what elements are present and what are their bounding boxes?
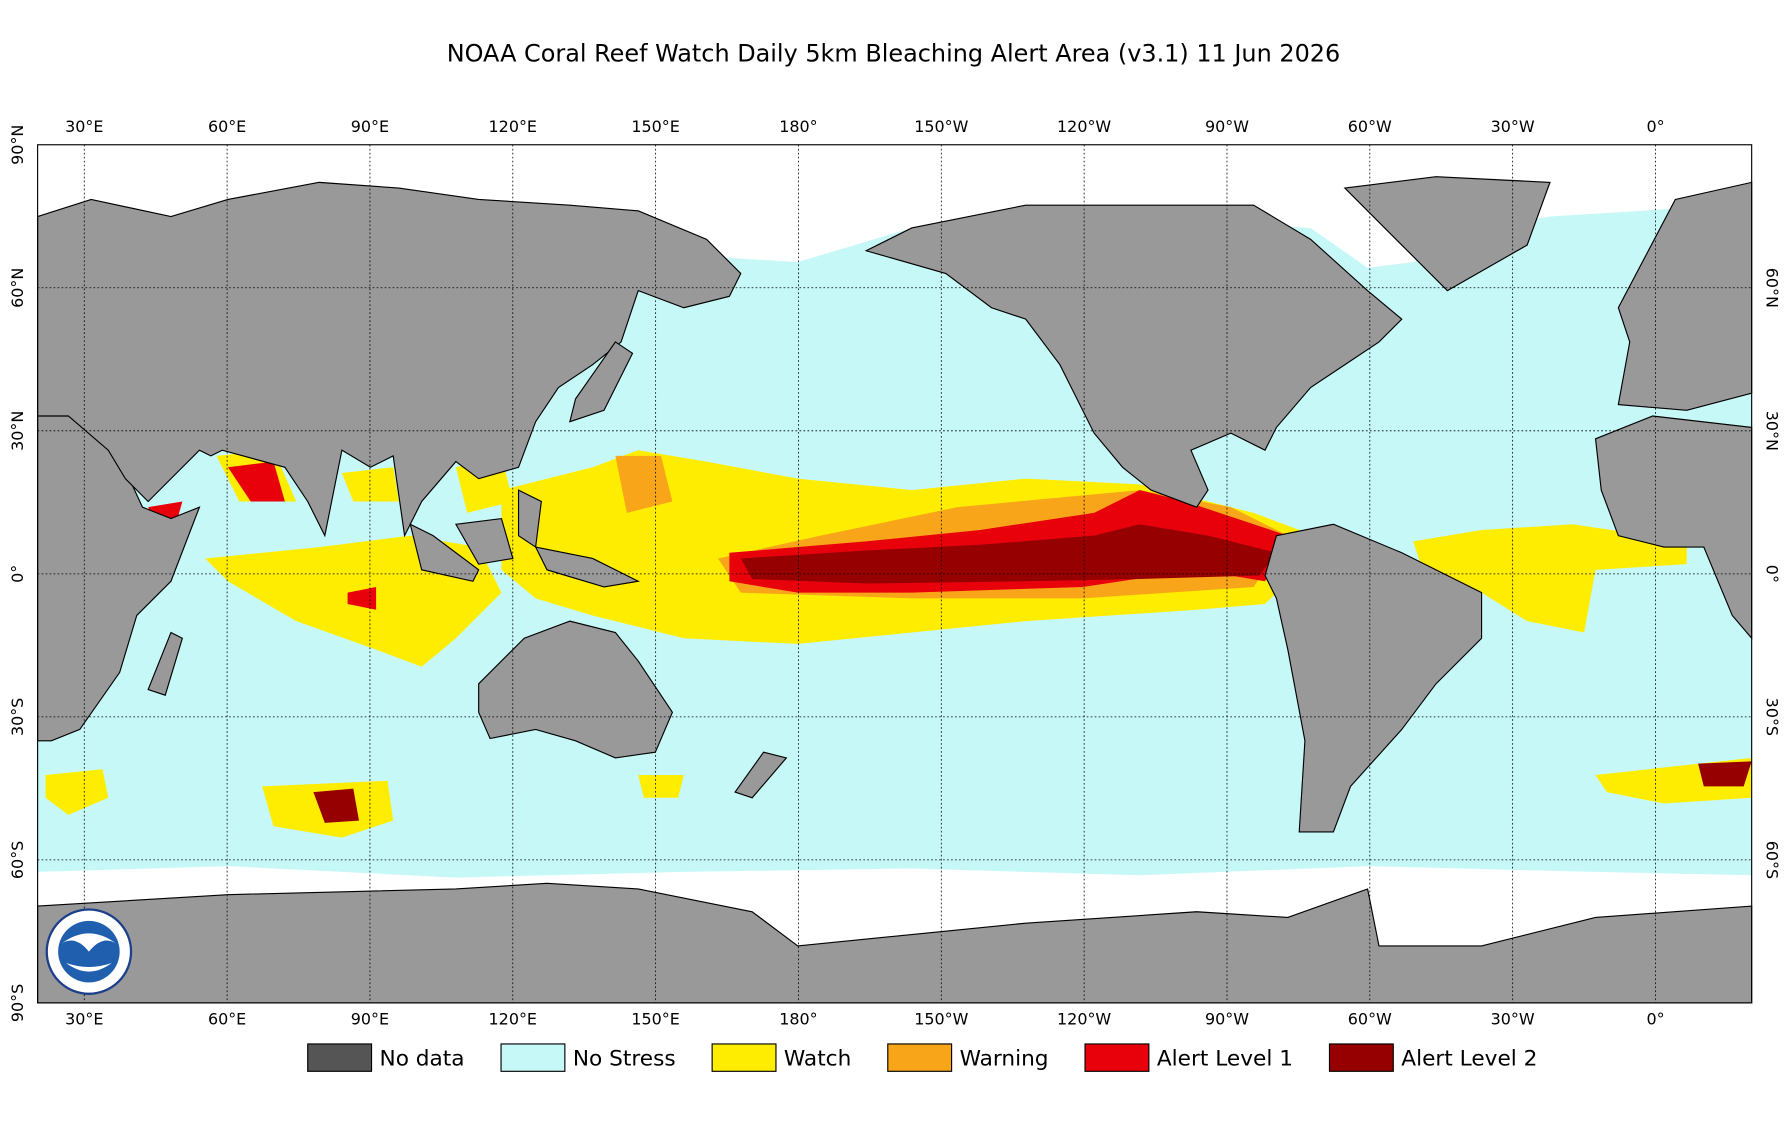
lon-label-bottom: 120°E <box>489 1010 537 1029</box>
lon-label-bottom: 60°E <box>208 1010 246 1029</box>
lon-label-bottom: 30°W <box>1491 1010 1535 1029</box>
lat-label-left: 90°S <box>8 984 27 1022</box>
legend-swatch <box>1328 1043 1394 1072</box>
map-area <box>37 144 1753 1004</box>
lat-label-left: 0° <box>8 565 27 583</box>
legend-label: Alert Level 2 <box>1401 1047 1537 1072</box>
legend-label: Alert Level 1 <box>1157 1047 1293 1072</box>
lon-label-top: 30°W <box>1491 117 1535 136</box>
lat-label-right: 60°N <box>1762 268 1781 308</box>
lon-label-bottom: 30°E <box>65 1010 103 1029</box>
tick-labels: 30°E 30°E 60°E 60°E 90°E 90°E 120°E 120°E 150°E 1… <box>8 117 1782 1028</box>
lon-label-bottom: 90°E <box>351 1010 389 1029</box>
lon-label-top: 30°E <box>65 117 103 136</box>
lon-label-bottom: 180° <box>779 1010 817 1029</box>
noaa-logo <box>45 908 133 995</box>
lon-label-top: 120°W <box>1057 117 1111 136</box>
lon-label-bottom: 150°E <box>631 1010 679 1029</box>
lat-label-right: 0° <box>1762 565 1781 583</box>
legend-swatch <box>307 1043 373 1072</box>
legend-swatch <box>1084 1043 1150 1072</box>
lat-label-right: 60°S <box>1762 841 1781 879</box>
lon-label-bottom: 120°W <box>1057 1010 1111 1029</box>
lon-label-top: 150°W <box>914 117 968 136</box>
legend-swatch <box>500 1043 566 1072</box>
bleaching-areas <box>45 450 1752 838</box>
lon-label-bottom: 60°W <box>1348 1010 1392 1029</box>
lon-label-top: 0° <box>1646 117 1664 136</box>
lon-label-top: 90°W <box>1205 117 1249 136</box>
graticule <box>37 144 1752 1003</box>
lat-label-right: 30°S <box>1762 698 1781 736</box>
lat-label-left: 60°S <box>8 841 27 879</box>
lat-label-right: 30°N <box>1762 411 1781 451</box>
legend-label: No data <box>380 1047 465 1072</box>
lon-label-top: 180° <box>779 117 817 136</box>
legend-label: No Stress <box>573 1047 676 1072</box>
lat-label-left: 30°N <box>8 411 27 451</box>
lat-label-left: 90°N <box>8 125 27 165</box>
lon-label-top: 150°E <box>631 117 679 136</box>
map-frame <box>37 144 1753 1004</box>
legend-label: Watch <box>784 1047 851 1072</box>
lon-label-top: 90°E <box>351 117 389 136</box>
lon-label-bottom: 90°W <box>1205 1010 1249 1029</box>
lat-label-left: 30°S <box>8 698 27 736</box>
lon-label-top: 120°E <box>489 117 537 136</box>
legend-swatch <box>711 1043 777 1072</box>
lon-label-bottom: 150°W <box>914 1010 968 1029</box>
lat-label-left: 60°N <box>8 268 27 308</box>
title: NOAA Coral Reef Watch Daily 5km Bleachin… <box>447 40 1341 68</box>
land <box>37 176 1753 1004</box>
legend-swatch <box>887 1043 953 1072</box>
lon-label-top: 60°E <box>208 117 246 136</box>
legend-label: Warning <box>960 1047 1049 1072</box>
legend: No data No Stress Watch Warning Alert Level … <box>307 1043 1537 1072</box>
lon-label-top: 60°W <box>1348 117 1392 136</box>
lon-label-bottom: 0° <box>1646 1010 1664 1029</box>
arctic-ice <box>37 144 1752 268</box>
